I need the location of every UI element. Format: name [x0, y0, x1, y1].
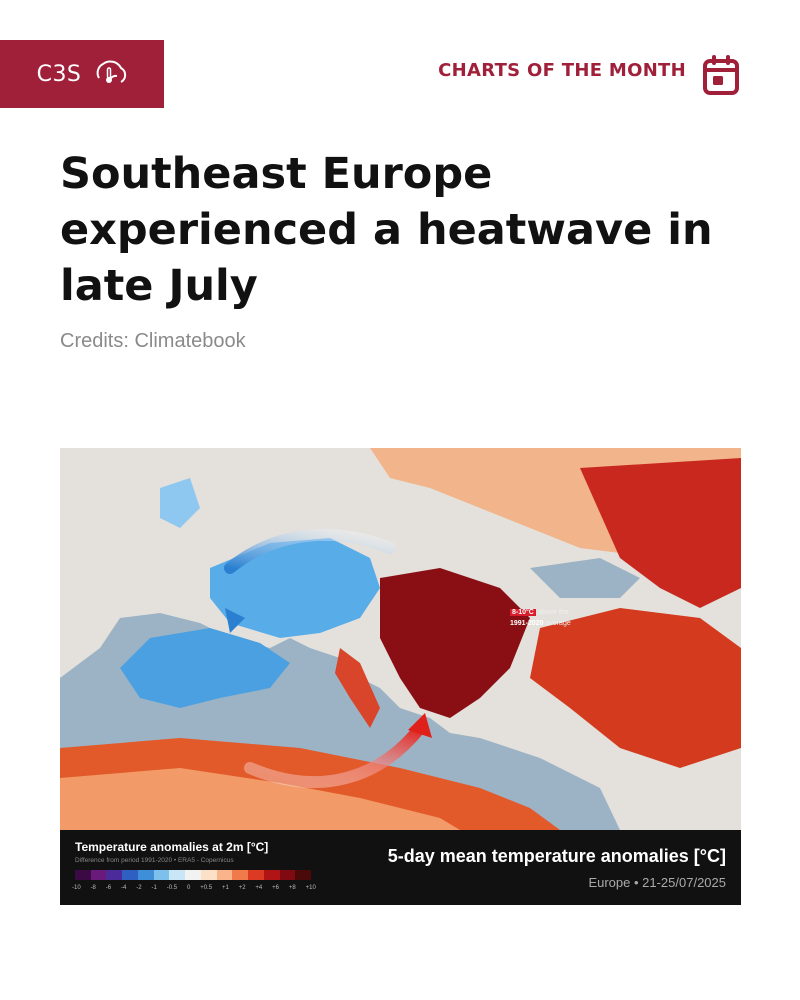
europe-anomaly-map-graphic: [60, 448, 741, 830]
article-headline: Southeast Europe experienced a heatwave …: [60, 149, 713, 311]
legend-color-swatch: [295, 870, 312, 880]
legend-tick-label: -6: [105, 885, 112, 891]
brand-badge: C3S: [0, 40, 164, 108]
map-legend-panel: Temperature anomalies at 2m [°C] Differe…: [60, 830, 741, 905]
legend-tick-label: -4: [121, 885, 127, 891]
legend-color-scale: [75, 870, 312, 880]
legend-color-swatch: [75, 870, 91, 880]
legend-tick-label: 0: [186, 885, 191, 891]
legend-color-swatch: [279, 870, 296, 880]
legend-color-swatch: [169, 870, 186, 880]
anomaly-callout: 8-10°C above the 1991-2020 average: [510, 607, 571, 629]
legend-color-swatch: [248, 870, 264, 880]
legend-color-swatch: [153, 870, 170, 880]
thermometer-cloud-icon: [97, 60, 127, 83]
legend-title: Temperature anomalies at 2m [°C]: [75, 840, 269, 854]
temperature-anomaly-map: 8-10°C above the 1991-2020 average Tempe…: [60, 448, 741, 905]
legend-tick-label: +4: [255, 885, 263, 891]
legend-tick-label: +0.5: [200, 885, 213, 891]
legend-tick-label: +8: [288, 885, 296, 891]
legend-tick-label: -8: [90, 885, 96, 891]
legend-color-swatch: [106, 870, 123, 880]
section-label: CHARTS OF THE MONTH: [438, 60, 686, 81]
legend-color-swatch: [263, 870, 280, 880]
legend-tick-label: +1: [221, 885, 229, 891]
legend-tick-label: +10: [305, 885, 316, 891]
legend-color-swatch: [216, 870, 233, 880]
anomaly-callout-text-3: average: [545, 620, 571, 627]
legend-tick-label: -10: [72, 885, 81, 891]
legend-tick-label: +6: [272, 885, 279, 891]
anomaly-callout-badge: 8-10°C: [510, 609, 536, 616]
legend-tick-label: -2: [136, 885, 142, 891]
legend-tick-label: -0.5: [166, 885, 178, 891]
brand-name: C3S: [36, 61, 82, 87]
article-credits: Credits: Climatebook: [60, 330, 246, 352]
legend-tick-label: +2: [238, 885, 246, 891]
anomaly-callout-text-1: above the: [537, 609, 569, 616]
legend-color-swatch: [232, 870, 249, 880]
legend-color-swatch: [200, 870, 217, 880]
legend-tick-labels: -10 -8 -6 -4 -2 -1 -0.5 0 +0.5 +1 +2 +4 +6 +8 +10: [72, 885, 316, 891]
legend-color-swatch: [122, 870, 138, 880]
legend-color-swatch: [90, 870, 107, 880]
map-panel-subtitle: Europe • 21-25/07/2025: [588, 875, 726, 890]
legend-color-swatch: [137, 870, 154, 880]
legend-subtitle: Difference from period 1991-2020 • ERA5 …: [75, 857, 234, 864]
map-panel-title: 5-day mean temperature anomalies [°C]: [387, 846, 726, 866]
calendar-icon: [703, 55, 739, 95]
legend-color-swatch: [185, 870, 201, 880]
anomaly-callout-period: 1991-2020: [510, 620, 544, 627]
legend-tick-label: -1: [151, 885, 157, 891]
